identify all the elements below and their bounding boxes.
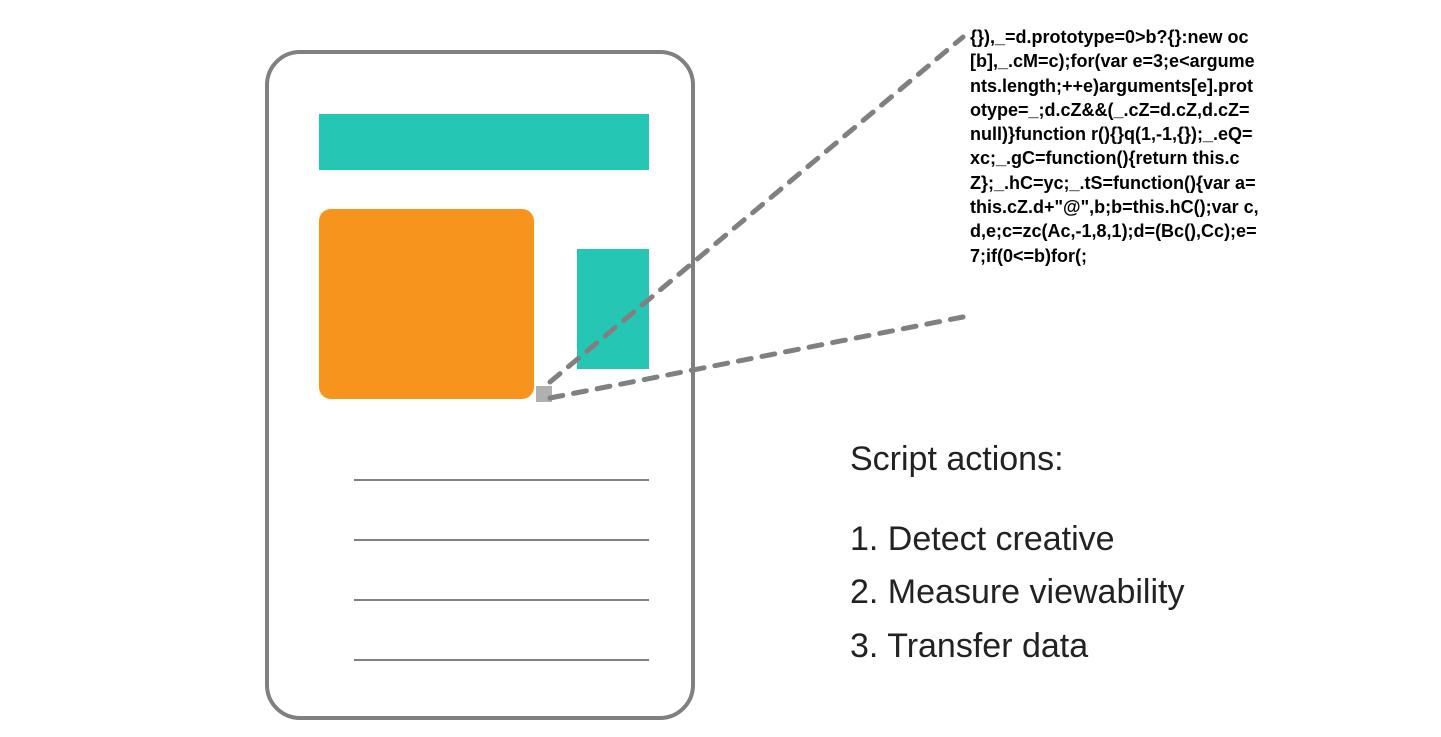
action-item: 2. Measure viewability: [850, 568, 1184, 617]
actions-list: 1. Detect creative 2. Measure viewabilit…: [850, 515, 1184, 675]
content-line: [354, 539, 649, 541]
action-item: 3. Transfer data: [850, 622, 1184, 671]
header-bar: [319, 114, 649, 170]
action-item: 1. Detect creative: [850, 515, 1184, 564]
content-line: [354, 479, 649, 481]
phone-frame: [265, 50, 695, 720]
actions-heading: Script actions:: [850, 440, 1064, 479]
tracking-pixel: [536, 386, 552, 402]
content-line: [354, 659, 649, 661]
code-snippet: {}),_=d.prototype=0>b?{}:new oc[b],_.cM=…: [970, 25, 1260, 268]
content-line: [354, 599, 649, 601]
side-block: [577, 249, 649, 369]
creative-block: [319, 209, 534, 399]
